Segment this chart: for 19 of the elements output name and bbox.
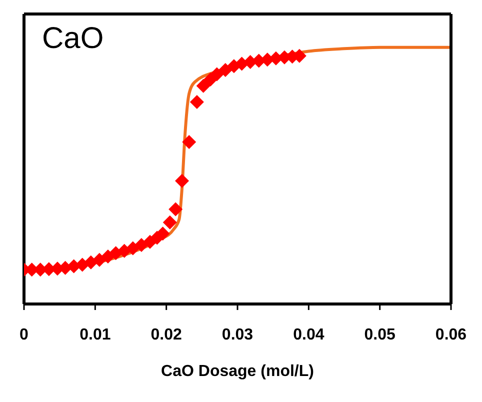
- x-tick-label: 0.01: [80, 326, 111, 344]
- x-axis-title: CaO Dosage (mol/L): [161, 363, 314, 380]
- x-tick-label: 0.02: [150, 326, 182, 344]
- point: [182, 135, 196, 150]
- x-tick-label: 0.04: [293, 326, 324, 344]
- x-tick-label: 0.05: [364, 326, 396, 344]
- point: [162, 215, 177, 230]
- point: [174, 174, 189, 188]
- point: [210, 67, 224, 82]
- point: [190, 95, 204, 110]
- point: [156, 226, 170, 241]
- x-tick-label: 0.06: [435, 326, 467, 344]
- chart-title: CaO: [42, 22, 104, 56]
- point: [168, 202, 183, 216]
- point: [196, 78, 210, 93]
- x-tick-label: 0.03: [222, 326, 254, 344]
- point: [218, 62, 232, 77]
- x-tick-label: 0: [20, 326, 29, 344]
- point: [134, 238, 148, 252]
